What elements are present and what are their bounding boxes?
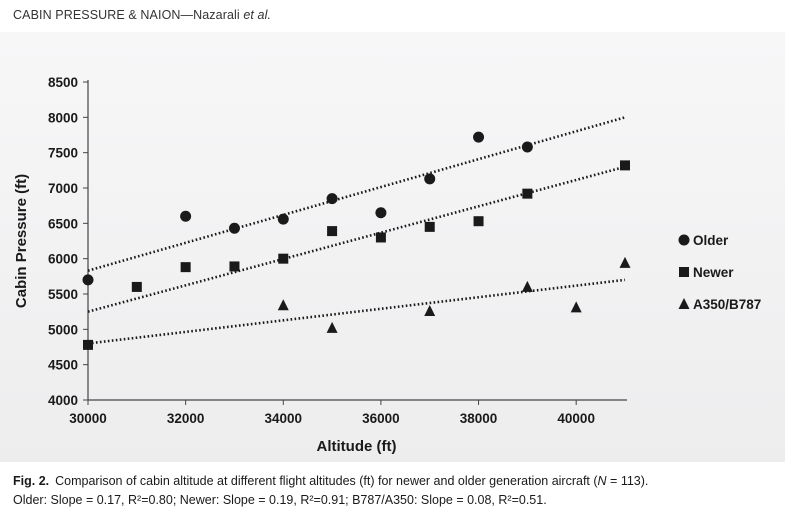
- y-tick-label: 4500: [48, 358, 78, 373]
- header-title-italic: et al.: [243, 8, 272, 22]
- legend: Older Newer A350/B787: [678, 233, 761, 312]
- x-tick-label: 30000: [69, 411, 107, 426]
- data-point-older: [180, 210, 192, 222]
- legend-label-older: Older: [693, 233, 729, 248]
- x-axis-title: Altitude (ft): [317, 438, 397, 455]
- data-point-a350-b787: [570, 301, 582, 313]
- x-tick-label: 32000: [167, 411, 205, 426]
- data-points: [82, 131, 631, 350]
- data-point-newer: [229, 261, 240, 272]
- scatter-chart: 4000 4500 5000 5500 6000 6500 7000 7500 8000 8500…: [13, 75, 761, 455]
- y-tick-label: 7500: [48, 146, 78, 161]
- data-point-older: [228, 222, 240, 234]
- data-point-a350-b787: [326, 321, 338, 333]
- legend-marker-newer: [679, 267, 689, 277]
- data-point-a350-b787: [277, 299, 289, 311]
- legend-marker-older: [678, 234, 690, 246]
- caption-text-2: = 113).: [606, 474, 649, 488]
- y-tick-label: 7000: [48, 181, 78, 196]
- data-point-newer: [131, 281, 142, 292]
- data-point-newer: [375, 232, 386, 243]
- data-point-older: [521, 141, 533, 153]
- trend-lines: [87, 116, 626, 345]
- data-point-newer: [278, 253, 289, 264]
- data-point-newer: [424, 221, 435, 232]
- caption-line-2: Older: Slope = 0.17, R²=0.80; Newer: Slo…: [13, 493, 547, 507]
- data-point-a350-b787: [521, 280, 533, 292]
- legend-label-newer: Newer: [693, 265, 734, 280]
- chart-panel: 4000 4500 5000 5500 6000 6500 7000 7500 8000 8500…: [0, 32, 785, 462]
- caption-n-symbol: N: [597, 474, 607, 488]
- trend-line-older: [87, 116, 626, 272]
- x-tick-label: 34000: [264, 411, 302, 426]
- y-tick-label: 4000: [48, 393, 78, 408]
- data-point-newer: [83, 339, 93, 350]
- y-axis-title: Cabin Pressure (ft): [13, 174, 30, 308]
- y-tick-label: 5500: [48, 287, 78, 302]
- legend-marker-a350-b787: [678, 298, 690, 309]
- figure-caption: Fig. 2. Comparison of cabin altitude at d…: [13, 472, 778, 510]
- y-tick-label: 6000: [48, 252, 78, 267]
- data-point-older: [473, 131, 485, 143]
- y-tick-label: 5000: [48, 322, 78, 337]
- data-point-newer: [180, 262, 191, 273]
- y-tick-label: 6500: [48, 216, 78, 231]
- running-header: CABIN PRESSURE & NAION—Nazarali et al.: [13, 8, 271, 22]
- x-tick-label: 38000: [460, 411, 498, 426]
- caption-text-1: Comparison of cabin altitude at differen…: [55, 474, 598, 488]
- data-point-newer: [473, 216, 484, 227]
- y-tick-label: 8000: [48, 110, 78, 125]
- figure-label: Fig. 2.: [13, 474, 50, 488]
- x-tick-label: 40000: [557, 411, 595, 426]
- data-point-older: [424, 173, 436, 185]
- data-point-older: [277, 213, 289, 225]
- y-tick-label: 8500: [48, 75, 78, 90]
- data-point-a350-b787: [619, 256, 631, 268]
- data-point-a350-b787: [424, 304, 436, 316]
- header-title: CABIN PRESSURE & NAION—Nazarali: [13, 8, 244, 22]
- caption-line-1: Fig. 2. Comparison of cabin altitude at d…: [13, 472, 778, 491]
- trend-line-newer: [87, 165, 626, 313]
- axes: 4000 4500 5000 5500 6000 6500 7000 7500 8000 8500…: [13, 75, 627, 455]
- data-point-newer: [522, 188, 533, 199]
- data-point-older: [82, 274, 94, 286]
- data-point-older: [326, 193, 338, 205]
- data-point-older: [375, 207, 387, 219]
- legend-label-a350-b787: A350/B787: [693, 297, 761, 312]
- data-point-newer: [327, 226, 338, 237]
- x-tick-label: 36000: [362, 411, 400, 426]
- trend-line-a350-b787: [87, 278, 626, 345]
- data-point-newer: [620, 160, 630, 171]
